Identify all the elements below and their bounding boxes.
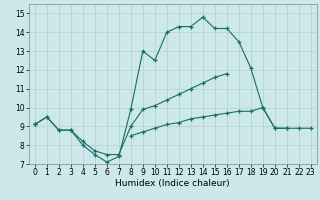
X-axis label: Humidex (Indice chaleur): Humidex (Indice chaleur) [116,179,230,188]
